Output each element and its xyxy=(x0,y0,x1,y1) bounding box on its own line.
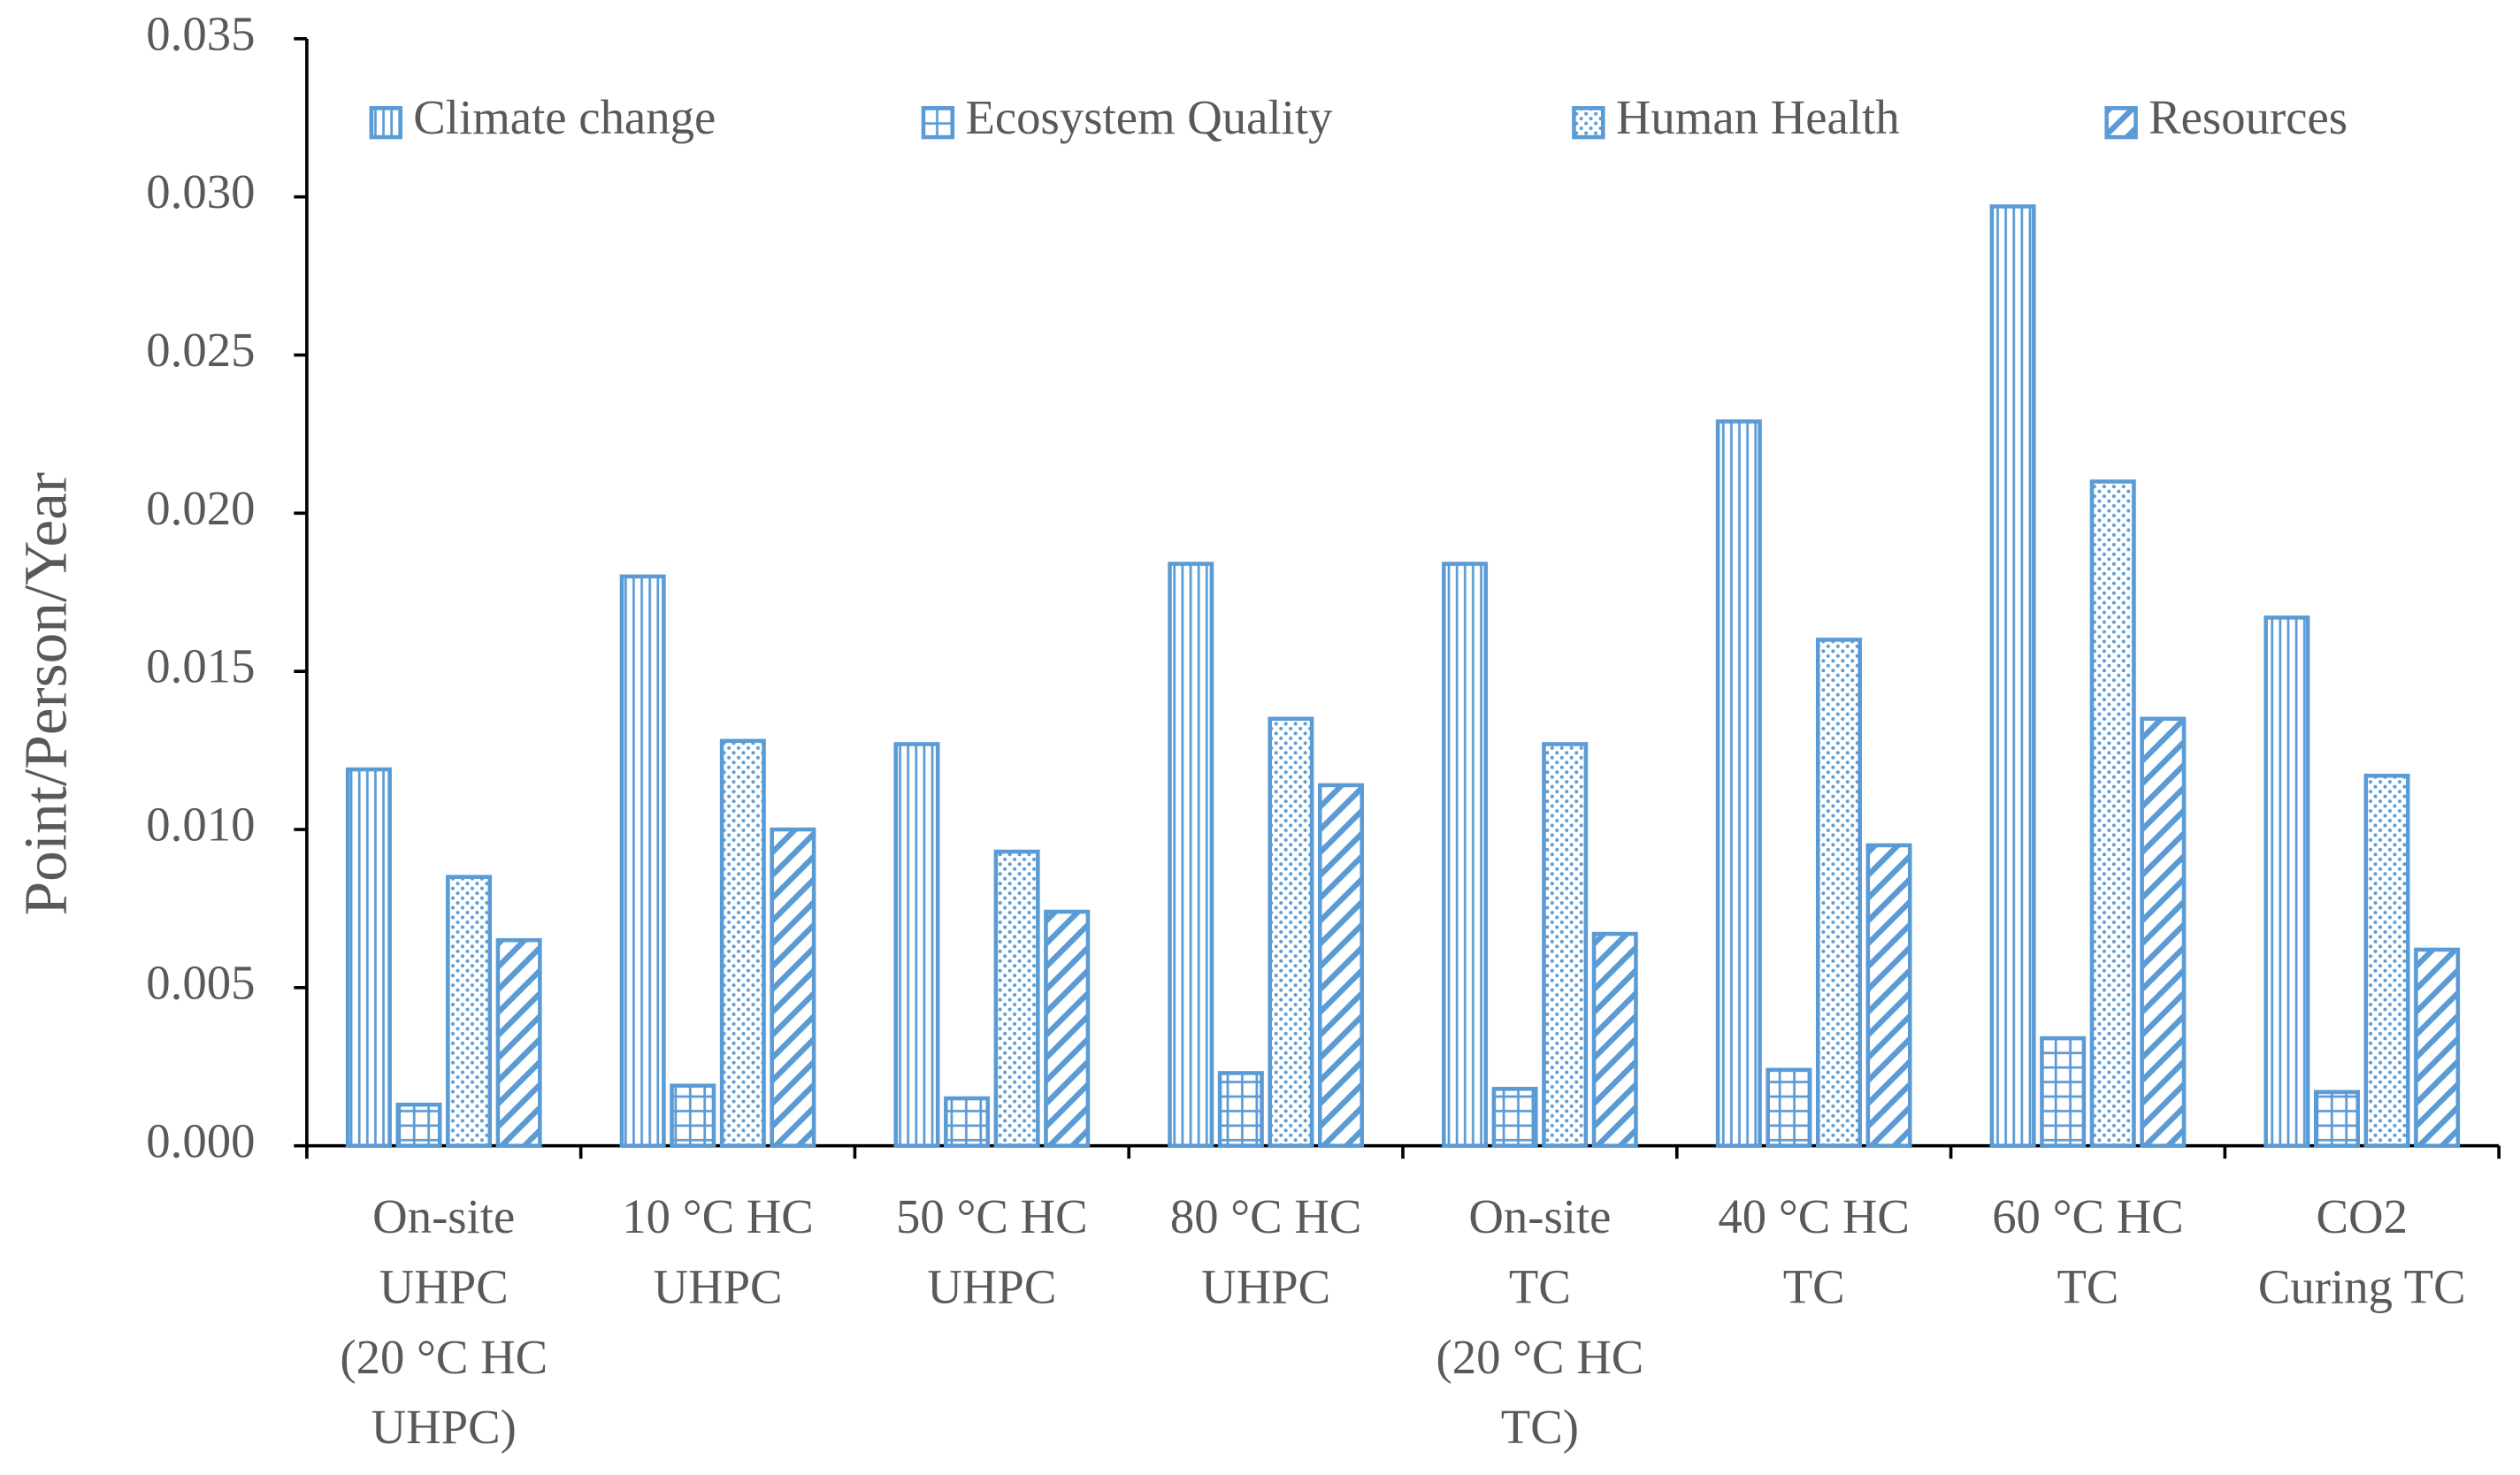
y-tick-label: 0.010 xyxy=(146,798,255,852)
bar xyxy=(1815,638,1862,1148)
legend-swatch xyxy=(369,105,402,140)
x-tick-label: TC) xyxy=(1501,1400,1579,1454)
bar xyxy=(1865,843,1912,1148)
x-tick-label: 80 °C HC xyxy=(1170,1189,1362,1243)
y-tick-label: 0.005 xyxy=(146,955,255,1009)
legend-swatch xyxy=(1572,105,1605,140)
legend-label: Resources xyxy=(2149,90,2348,144)
bar xyxy=(1217,1071,1264,1148)
x-tick-label: CO2 xyxy=(2317,1189,2408,1243)
x-tick-label: Curing TC xyxy=(2258,1259,2466,1313)
bar xyxy=(2089,479,2136,1148)
bar xyxy=(1442,562,1489,1148)
bar xyxy=(944,1096,991,1148)
x-tick-label: On-site xyxy=(372,1189,515,1243)
x-tick-label: UHPC xyxy=(654,1259,783,1313)
bar xyxy=(2313,1089,2360,1148)
x-tick-label: TC xyxy=(1783,1259,1845,1313)
bar xyxy=(495,937,542,1148)
bar xyxy=(670,1083,716,1148)
legend-swatch xyxy=(2104,105,2138,140)
bar xyxy=(2040,1036,2087,1148)
x-tick-label: (20 °C HC xyxy=(340,1330,548,1384)
x-tick-label: TC xyxy=(2057,1259,2118,1313)
bar xyxy=(1766,1067,1812,1148)
bar xyxy=(1715,419,1762,1148)
bar xyxy=(893,742,940,1148)
x-tick-label: TC xyxy=(1509,1259,1571,1313)
x-tick-label: 10 °C HC xyxy=(622,1189,814,1243)
x-tick-label: UHPC xyxy=(1201,1259,1330,1313)
bar xyxy=(1268,716,1314,1148)
bar xyxy=(1542,742,1589,1148)
bar xyxy=(1317,783,1364,1148)
y-axis-label: Point/Person/Year xyxy=(11,472,79,915)
bar xyxy=(2363,773,2410,1148)
legend-label: Climate change xyxy=(413,90,716,144)
bar xyxy=(1168,562,1214,1148)
bar xyxy=(2140,716,2187,1148)
y-tick-label: 0.025 xyxy=(146,323,255,377)
x-tick-label: 60 °C HC xyxy=(1992,1189,2184,1243)
y-tick-label: 0.000 xyxy=(146,1113,255,1167)
x-tick-label: UHPC xyxy=(379,1259,509,1313)
legend-swatch xyxy=(921,105,955,140)
bar xyxy=(1491,1087,1538,1148)
y-tick-label: 0.015 xyxy=(146,639,255,693)
bar xyxy=(993,849,1040,1148)
y-tick-label: 0.035 xyxy=(146,6,255,60)
bar xyxy=(2414,947,2461,1148)
bar xyxy=(2263,615,2310,1148)
bar xyxy=(719,738,766,1148)
bar xyxy=(1989,204,2036,1148)
x-tick-label: On-site xyxy=(1468,1189,1611,1243)
y-tick-label: 0.030 xyxy=(146,164,255,218)
legend-label: Ecosystem Quality xyxy=(965,90,1333,144)
x-tick-label: UHPC) xyxy=(371,1400,517,1454)
bar xyxy=(1044,909,1091,1148)
x-tick-label: 40 °C HC xyxy=(1718,1189,1910,1243)
legend-label: Human Health xyxy=(1616,90,1900,144)
x-tick-label: 50 °C HC xyxy=(896,1189,1088,1243)
bar xyxy=(770,827,816,1148)
bar xyxy=(395,1102,442,1148)
y-tick-label: 0.020 xyxy=(146,481,255,535)
bar xyxy=(1591,931,1638,1148)
bar xyxy=(619,574,666,1148)
bar xyxy=(446,875,493,1148)
x-tick-label: (20 °C HC xyxy=(1436,1330,1644,1384)
bar xyxy=(345,767,392,1148)
x-tick-label: UHPC xyxy=(927,1259,1056,1313)
